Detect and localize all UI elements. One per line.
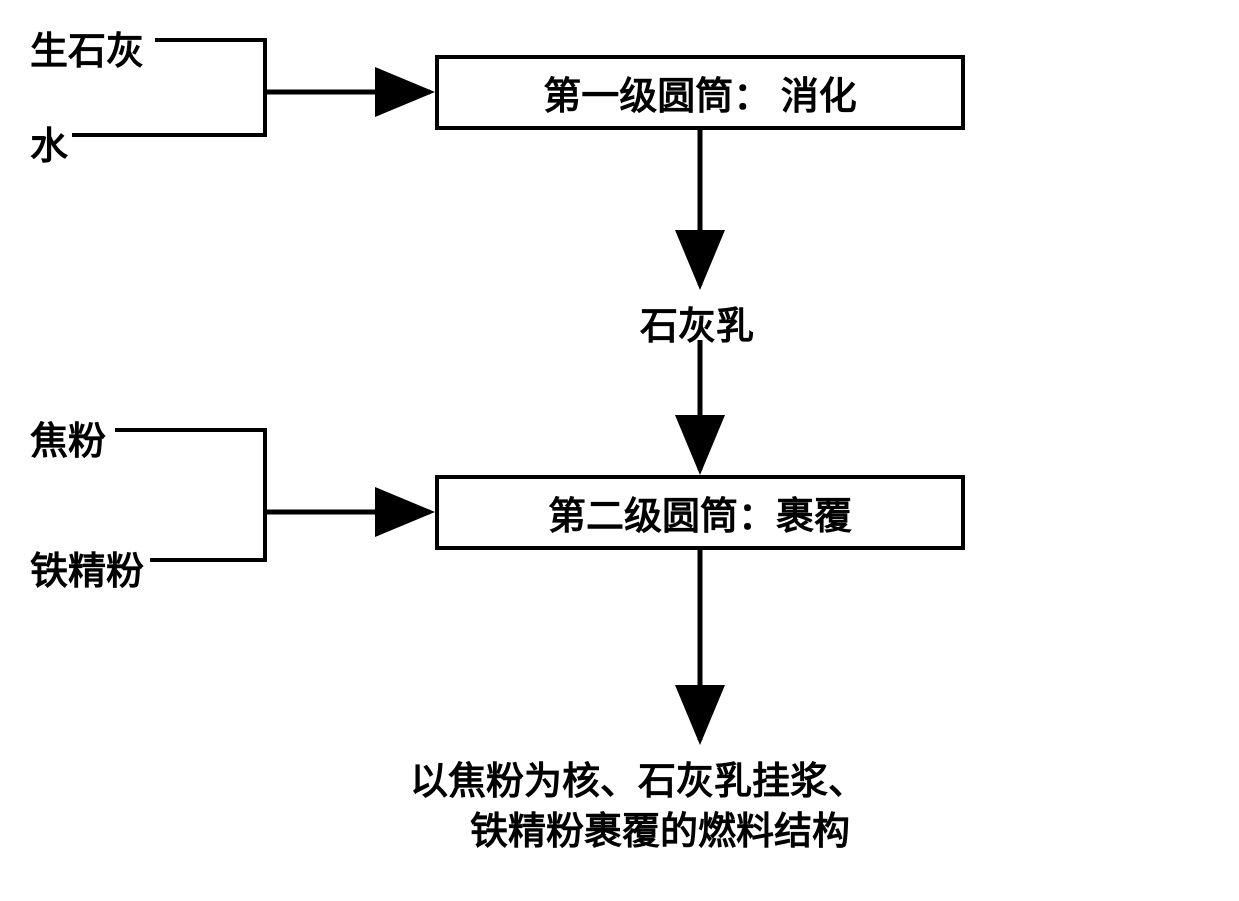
flowchart-connectors	[0, 0, 1239, 901]
